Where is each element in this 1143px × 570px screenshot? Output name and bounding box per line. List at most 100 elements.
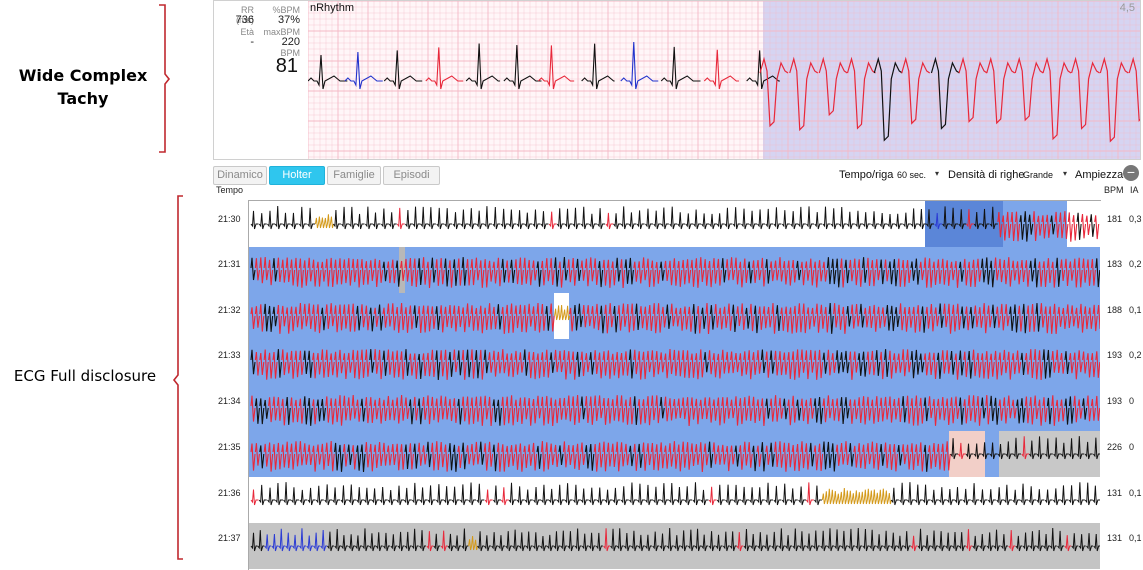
narrow-beat <box>680 530 688 552</box>
wide-beat <box>743 397 749 421</box>
wide-beat <box>910 351 916 379</box>
tab-famiglie[interactable]: Famiglie <box>327 166 381 185</box>
wide-beat <box>1046 258 1052 283</box>
wide-beat <box>1058 212 1065 239</box>
wide-beat <box>527 398 533 426</box>
narrow-beat <box>666 527 674 552</box>
wide-beat <box>1042 261 1048 288</box>
tab-holter[interactable]: Holter <box>269 166 325 185</box>
wide-beat <box>1064 398 1070 425</box>
wide-beat <box>752 352 758 375</box>
wide-beat <box>474 307 480 331</box>
wide-beat <box>870 350 876 376</box>
wide-beat <box>466 445 472 465</box>
wide-beat <box>919 353 925 373</box>
wide-beat <box>448 305 454 329</box>
full-disclosure-traces[interactable] <box>249 201 1100 570</box>
wide-beat <box>422 396 428 420</box>
wide-beat <box>782 352 788 375</box>
narrow-beat <box>946 489 955 506</box>
wide-beat <box>934 307 940 327</box>
narrow-beat <box>459 484 468 506</box>
narrow-beat <box>669 206 678 230</box>
narrow-beat <box>620 206 629 230</box>
wide-beat <box>655 350 661 375</box>
wide-beat <box>712 442 718 465</box>
wide-beat <box>1000 303 1006 331</box>
wide-beat <box>294 306 300 328</box>
wide-beat <box>496 257 502 287</box>
wide-beat <box>923 397 929 422</box>
narrow-beat <box>275 482 283 506</box>
wide-beat <box>1077 399 1083 419</box>
wide-beat <box>932 261 938 286</box>
wide-beat <box>677 444 683 472</box>
wide-beat <box>650 395 656 421</box>
wide-beat <box>791 395 797 423</box>
wide-beat <box>413 258 419 287</box>
wide-beat <box>731 304 737 333</box>
wide-beat <box>386 349 392 375</box>
wide-beat <box>567 395 573 422</box>
narrow-beat <box>616 528 624 552</box>
wide-beat <box>628 257 634 285</box>
wide-beat <box>679 307 685 331</box>
wide-beat <box>987 305 993 328</box>
narrow-beat <box>799 531 806 552</box>
wide-beat <box>373 307 379 327</box>
minus-icon[interactable]: − <box>1123 165 1139 181</box>
wide-beat <box>290 259 296 286</box>
wide-beat <box>1002 259 1008 285</box>
wide-beat <box>738 261 744 288</box>
wide-beat <box>699 257 705 282</box>
narrow-beat <box>476 483 485 506</box>
wide-beat <box>571 396 577 425</box>
wide-beat <box>791 351 797 380</box>
view-toolbar: Dinamico Holter Famiglie Episodi Tempo/r… <box>213 164 1141 185</box>
strip-beat <box>620 42 659 90</box>
tempo-select[interactable]: 60 sec. <box>897 170 927 180</box>
wide-beat <box>853 351 859 373</box>
wide-beat <box>877 306 883 329</box>
wide-beat <box>426 305 432 332</box>
wide-beat <box>250 443 256 471</box>
tab-dinamico[interactable]: Dinamico <box>213 166 267 185</box>
wide-beat <box>734 445 740 467</box>
wide-beat <box>919 261 925 281</box>
narrow-beat <box>341 206 350 230</box>
rr-label: RR (ms) <box>236 5 254 25</box>
narrow-beat <box>834 529 842 552</box>
wide-beat <box>800 261 806 286</box>
wide-beat <box>527 259 533 286</box>
row-ia: 0,1 <box>1129 305 1142 315</box>
narrow-beat <box>1015 535 1023 552</box>
rhythm-strip[interactable] <box>308 1 1140 159</box>
wide-beat <box>769 261 775 282</box>
tempo-dropdown-icon[interactable]: ▾ <box>935 169 940 178</box>
artifact-mark <box>821 493 826 505</box>
wide-beat <box>470 259 476 286</box>
wide-beat <box>714 303 720 328</box>
narrow-beat <box>580 206 589 230</box>
strip-beat <box>789 56 819 132</box>
annotation-wide-complex: Wide Complex Tachy <box>18 66 148 108</box>
wide-beat <box>1017 305 1023 332</box>
row-bpm: 131 <box>1107 488 1123 498</box>
density-select[interactable]: Grande <box>1023 170 1054 180</box>
narrow-beat <box>938 531 946 552</box>
wide-beat <box>470 443 476 466</box>
narrow-beat <box>797 206 806 230</box>
density-dropdown-icon[interactable]: ▾ <box>1063 169 1068 178</box>
narrow-beat <box>283 482 292 506</box>
wide-beat <box>1073 395 1079 423</box>
wide-beat <box>312 445 318 472</box>
wide-beat <box>602 351 608 376</box>
wide-beat <box>853 445 859 468</box>
tab-episodi[interactable]: Episodi <box>383 166 440 185</box>
wide-beat <box>391 443 397 466</box>
wide-beat <box>919 397 925 424</box>
wide-beat <box>598 442 604 468</box>
narrow-beat <box>855 210 863 230</box>
wide-beat <box>505 396 511 424</box>
wide-beat <box>430 306 436 329</box>
